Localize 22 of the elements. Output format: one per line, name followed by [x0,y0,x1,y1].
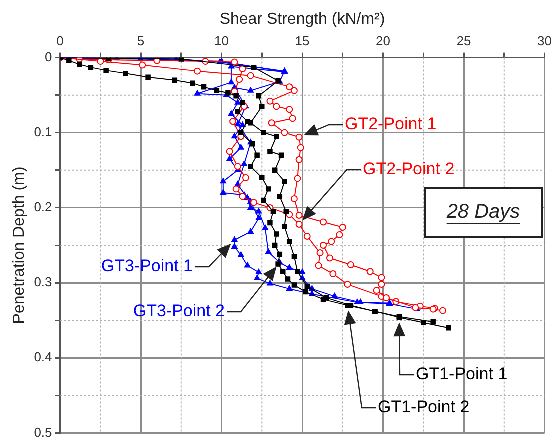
text: GT3-Point 1 [101,256,193,276]
x-tick-label: 30 [538,34,552,49]
x-tick-label: 25 [456,34,472,49]
x-tick-label: 20 [376,34,391,49]
x-tick-label: 15 [295,34,310,49]
y-tick-label: 0 [45,49,52,64]
x-tick-label: 0 [56,34,64,49]
y-tick-label: 0.3 [34,274,52,290]
annotation: 28 Days [446,201,520,224]
x-tick-label: 5 [137,34,145,49]
y-tick-label: 0.4 [34,350,52,365]
y-tick-label: 0.1 [34,124,52,140]
y-tick-label: 0.5 [34,424,52,440]
x-tick-label: 10 [214,34,230,49]
text: GT1-Point 1 [416,364,508,384]
y-axis-title: Penetration Depth (m) [11,166,28,324]
text: GT1-Point 2 [378,398,470,417]
text: GT2-Point 2 [363,160,455,179]
x-axis-title: Shear Strength (kN/m²) [220,11,386,28]
text: GT2-Point 1 [345,114,437,134]
text: GT3-Point 2 [133,302,225,321]
y-tick-label: 0.2 [34,200,52,215]
